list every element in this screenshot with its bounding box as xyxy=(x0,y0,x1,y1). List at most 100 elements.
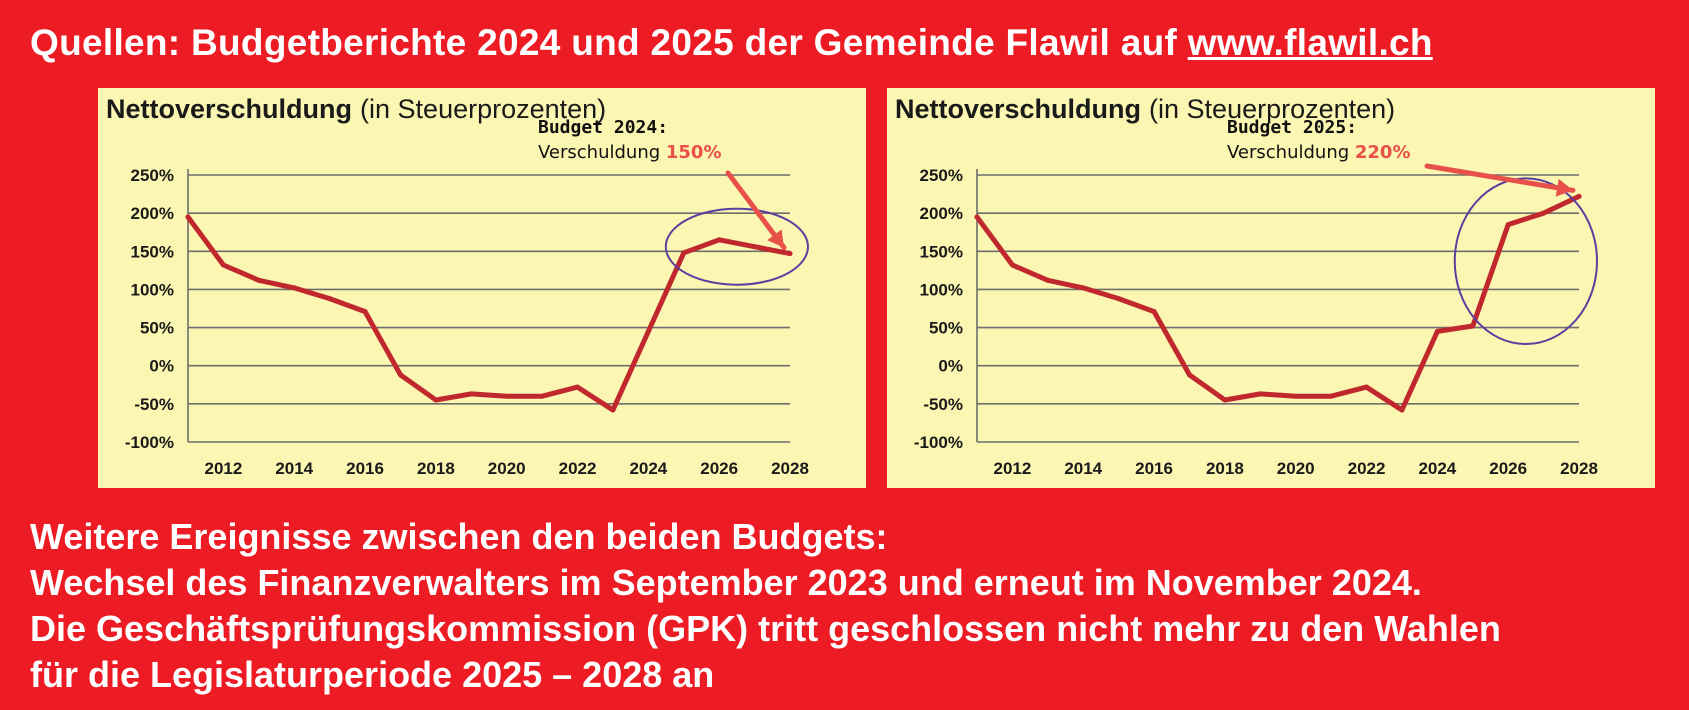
y-tick-label: 50% xyxy=(929,319,963,338)
x-tick-label: 2026 xyxy=(1489,459,1527,478)
data-point xyxy=(1470,323,1476,329)
data-point xyxy=(185,214,191,220)
data-point xyxy=(1576,193,1582,199)
data-point xyxy=(575,384,581,390)
data-point xyxy=(974,214,980,220)
data-point xyxy=(433,397,439,403)
x-tick-label: 2028 xyxy=(771,459,809,478)
data-point xyxy=(752,244,758,250)
chart-subtitle: (in Steuerprozenten) xyxy=(360,94,606,124)
data-point xyxy=(256,277,262,283)
chart-subtitle: (in Steuerprozenten) xyxy=(1149,94,1395,124)
data-point xyxy=(1434,328,1440,334)
x-tick-label: 2016 xyxy=(346,459,384,478)
annotation-value: 150% xyxy=(666,142,722,163)
highlight-ellipse xyxy=(664,207,809,286)
x-tick-label: 2018 xyxy=(1206,459,1244,478)
x-tick-label: 2022 xyxy=(559,459,597,478)
y-tick-label: -100% xyxy=(914,433,963,452)
data-point xyxy=(1151,309,1157,315)
data-point xyxy=(716,237,722,243)
y-tick-label: 100% xyxy=(920,280,963,299)
x-tick-label: 2020 xyxy=(488,459,526,478)
x-tick-label: 2022 xyxy=(1348,459,1386,478)
annotation-arrow-head xyxy=(1555,178,1573,197)
chart-svg-budget-2024: Nettoverschuldung (in Steuerprozenten) -10… xyxy=(106,94,809,478)
data-point xyxy=(1257,391,1263,397)
x-tick-label: 2014 xyxy=(1064,459,1102,478)
data-point xyxy=(220,262,226,268)
data-point xyxy=(327,296,333,302)
source-headline: Quellen: Budgetberichte 2024 und 2025 de… xyxy=(30,22,1433,64)
chart-title-main: Nettoverschuldung xyxy=(895,94,1141,124)
y-tick-label: 250% xyxy=(920,166,963,185)
y-tick-label: 200% xyxy=(131,204,174,223)
chart-title: Nettoverschuldung (in Steuerprozenten) xyxy=(106,94,606,124)
annotation-label: Verschuldung 220% xyxy=(1227,142,1410,163)
y-tick-label: 150% xyxy=(920,242,963,261)
chart-title: Nettoverschuldung (in Steuerprozenten) xyxy=(895,94,1395,124)
x-tick-label: 2014 xyxy=(275,459,313,478)
source-headline-text: Quellen: Budgetberichte 2024 und 2025 de… xyxy=(30,22,1188,63)
data-point xyxy=(1009,262,1015,268)
chart-title-main: Nettoverschuldung xyxy=(106,94,352,124)
data-point xyxy=(539,393,545,399)
data-point xyxy=(1399,407,1405,413)
data-point xyxy=(1186,372,1192,378)
data-point xyxy=(1222,397,1228,403)
data-point xyxy=(645,328,651,334)
annotation-arrow xyxy=(1424,163,1576,193)
data-point xyxy=(1541,210,1547,216)
footer-line-1: Weitere Ereignisse zwischen den beiden B… xyxy=(30,516,888,557)
chart-panel-budget-2024: Nettoverschuldung (in Steuerprozenten) -10… xyxy=(98,88,866,488)
data-point xyxy=(397,372,403,378)
y-tick-label: 100% xyxy=(131,280,174,299)
data-point xyxy=(468,391,474,397)
data-point xyxy=(1364,384,1370,390)
source-link[interactable]: www.flawil.ch xyxy=(1187,22,1433,63)
annotation-label-text: Verschuldung xyxy=(1227,142,1355,163)
y-tick-label: 0% xyxy=(149,357,174,376)
y-tick-label: -50% xyxy=(923,395,963,414)
data-point xyxy=(787,251,793,257)
y-tick-label: 50% xyxy=(140,319,174,338)
annotation-value: 220% xyxy=(1355,142,1411,163)
data-point xyxy=(1328,393,1334,399)
data-point xyxy=(1045,277,1051,283)
data-point xyxy=(362,309,368,315)
footer-notes: Weitere Ereignisse zwischen den beiden B… xyxy=(30,514,1501,698)
y-tick-label: 150% xyxy=(131,242,174,261)
x-tick-label: 2012 xyxy=(993,459,1031,478)
series-line xyxy=(185,214,793,413)
x-tick-label: 2020 xyxy=(1277,459,1315,478)
data-point xyxy=(610,407,616,413)
data-point xyxy=(291,285,297,291)
x-tick-label: 2028 xyxy=(1560,459,1598,478)
data-point xyxy=(1080,285,1086,291)
annotation-label: Verschuldung 150% xyxy=(538,142,721,163)
footer-line-2: Wechsel des Finanzverwalters im Septembe… xyxy=(30,562,1422,603)
annotation-label-text: Verschuldung xyxy=(538,142,666,163)
y-tick-label: 200% xyxy=(920,204,963,223)
x-tick-label: 2018 xyxy=(417,459,455,478)
data-point xyxy=(1116,296,1122,302)
y-tick-label: -50% xyxy=(134,395,174,414)
x-tick-label: 2026 xyxy=(700,459,738,478)
footer-line-3: Die Geschäftsprüfungskommission (GPK) tr… xyxy=(30,608,1501,649)
x-tick-label: 2024 xyxy=(629,459,667,478)
footer-line-4: für die Legislaturperiode 2025 – 2028 an xyxy=(30,654,715,695)
chart-panel-budget-2025: Nettoverschuldung (in Steuerprozenten) -10… xyxy=(887,88,1655,488)
y-tick-label: -100% xyxy=(125,433,174,452)
annotation-arrow-head xyxy=(767,229,784,248)
data-point xyxy=(681,250,687,256)
highlight-ellipse xyxy=(1453,177,1598,346)
y-tick-label: 250% xyxy=(131,166,174,185)
annotation-title: Budget 2025: xyxy=(1227,117,1357,138)
series-line xyxy=(974,193,1582,413)
y-tick-label: 0% xyxy=(938,357,963,376)
x-tick-label: 2024 xyxy=(1418,459,1456,478)
data-point xyxy=(504,393,510,399)
data-point xyxy=(1293,393,1299,399)
chart-svg-budget-2025: Nettoverschuldung (in Steuerprozenten) -10… xyxy=(895,94,1598,478)
data-point xyxy=(1505,222,1511,228)
